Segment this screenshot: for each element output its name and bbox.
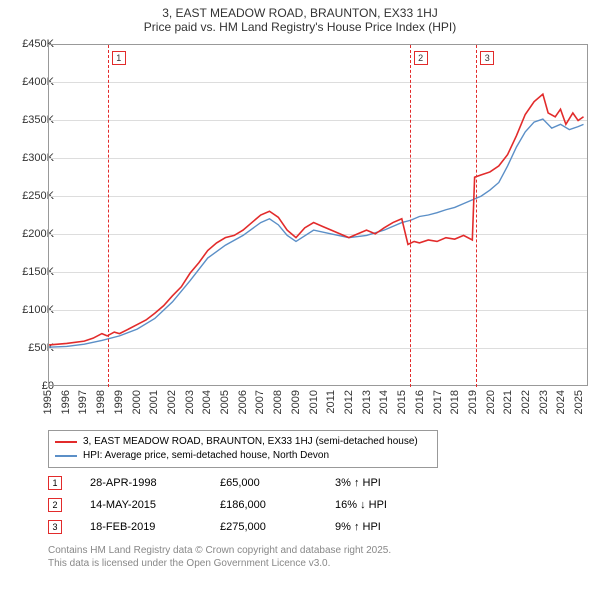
legend: 3, EAST MEADOW ROAD, BRAUNTON, EX33 1HJ … <box>48 430 438 468</box>
x-tick-label: 2021 <box>502 390 514 414</box>
x-tick-label: 2002 <box>166 390 178 414</box>
x-tick-label: 1997 <box>77 390 89 414</box>
x-tick-label: 2010 <box>308 390 320 414</box>
footer-line-2: This data is licensed under the Open Gov… <box>48 557 391 570</box>
legend-label: 3, EAST MEADOW ROAD, BRAUNTON, EX33 1HJ … <box>83 435 418 449</box>
line-chart-svg <box>49 45 587 385</box>
legend-row: 3, EAST MEADOW ROAD, BRAUNTON, EX33 1HJ … <box>55 435 431 449</box>
sales-marker: 3 <box>48 520 62 534</box>
x-tick-label: 1996 <box>60 390 72 414</box>
marker-box: 2 <box>414 51 428 65</box>
sales-date: 14-MAY-2015 <box>90 499 220 511</box>
footer-line-1: Contains HM Land Registry data © Crown c… <box>48 544 391 557</box>
x-tick-label: 2007 <box>254 390 266 414</box>
x-tick-label: 2015 <box>396 390 408 414</box>
sales-date: 18-FEB-2019 <box>90 521 220 533</box>
x-tick-label: 2009 <box>290 390 302 414</box>
x-tick-label: 2025 <box>573 390 585 414</box>
marker-line <box>108 45 109 387</box>
x-tick-label: 2013 <box>361 390 373 414</box>
sales-marker: 2 <box>48 498 62 512</box>
sales-table: 1 28-APR-1998£65,0003% ↑ HPI 2 14-MAY-2015£… <box>48 472 455 538</box>
marker-line <box>410 45 411 387</box>
marker-box: 3 <box>480 51 494 65</box>
sales-row: 3 18-FEB-2019£275,0009% ↑ HPI <box>48 516 455 538</box>
x-tick-label: 2008 <box>272 390 284 414</box>
sales-price: £65,000 <box>220 477 335 489</box>
x-tick-label: 2024 <box>555 390 567 414</box>
sales-date: 28-APR-1998 <box>90 477 220 489</box>
sales-diff: 9% ↑ HPI <box>335 521 455 533</box>
x-tick-label: 2020 <box>485 390 497 414</box>
sales-row: 1 28-APR-1998£65,0003% ↑ HPI <box>48 472 455 494</box>
series-line-price_paid <box>49 94 584 345</box>
sales-diff: 16% ↓ HPI <box>335 499 455 511</box>
x-tick-label: 1998 <box>95 390 107 414</box>
plot-area: 1 2 3 <box>48 44 588 386</box>
x-tick-label: 2017 <box>432 390 444 414</box>
marker-line <box>476 45 477 387</box>
sales-price: £275,000 <box>220 521 335 533</box>
sales-price: £186,000 <box>220 499 335 511</box>
x-tick-label: 2011 <box>325 390 337 414</box>
x-tick-label: 1995 <box>42 390 54 414</box>
title-subtitle: Price paid vs. HM Land Registry's House … <box>0 20 600 34</box>
x-tick-label: 2005 <box>219 390 231 414</box>
x-tick-label: 2006 <box>237 390 249 414</box>
sales-row: 2 14-MAY-2015£186,00016% ↓ HPI <box>48 494 455 516</box>
x-tick-label: 2003 <box>184 390 196 414</box>
chart-container: 3, EAST MEADOW ROAD, BRAUNTON, EX33 1HJ … <box>0 0 600 590</box>
series-line-hpi <box>49 119 584 347</box>
x-tick-label: 1999 <box>113 390 125 414</box>
x-tick-label: 2001 <box>148 390 160 414</box>
x-tick-label: 2018 <box>449 390 461 414</box>
x-tick-label: 2022 <box>520 390 532 414</box>
x-tick-label: 2000 <box>131 390 143 414</box>
attribution-footer: Contains HM Land Registry data © Crown c… <box>48 544 391 570</box>
title-address: 3, EAST MEADOW ROAD, BRAUNTON, EX33 1HJ <box>0 6 600 20</box>
marker-box: 1 <box>112 51 126 65</box>
sales-diff: 3% ↑ HPI <box>335 477 455 489</box>
x-tick-label: 2023 <box>538 390 550 414</box>
legend-row: HPI: Average price, semi-detached house,… <box>55 449 431 463</box>
legend-swatch <box>55 455 77 457</box>
x-tick-label: 2019 <box>467 390 479 414</box>
x-tick-label: 2004 <box>201 390 213 414</box>
legend-swatch <box>55 441 77 443</box>
legend-label: HPI: Average price, semi-detached house,… <box>83 449 329 463</box>
x-tick-label: 2014 <box>378 390 390 414</box>
x-tick-label: 2016 <box>414 390 426 414</box>
x-tick-label: 2012 <box>343 390 355 414</box>
title-block: 3, EAST MEADOW ROAD, BRAUNTON, EX33 1HJ … <box>0 0 600 34</box>
sales-marker: 1 <box>48 476 62 490</box>
